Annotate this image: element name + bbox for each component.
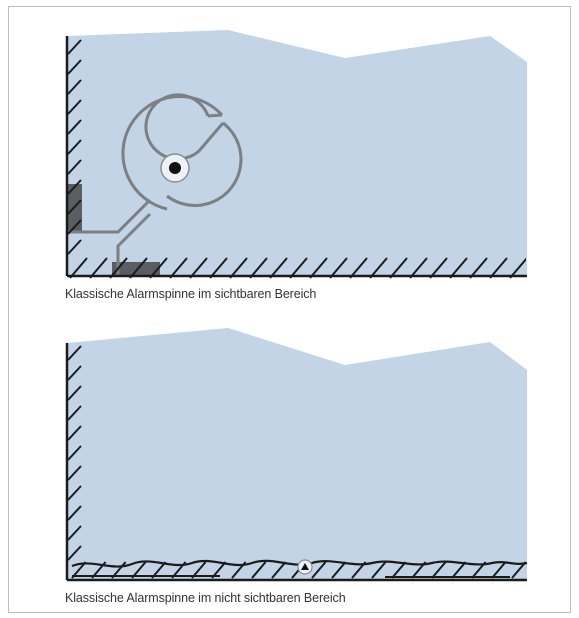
hatch-stroke — [67, 465, 82, 481]
wall-surface — [67, 328, 527, 580]
shadow-block-bottom — [112, 262, 160, 276]
sensor-core — [169, 162, 181, 174]
hatch-stroke — [431, 561, 447, 579]
caption-hidden: Klassische Alarmspinne im nicht sichtbar… — [65, 591, 346, 605]
hatch-stroke — [67, 365, 82, 381]
hatch-stroke — [69, 257, 88, 279]
hatch-stroke — [269, 257, 288, 279]
hatch-stroke — [67, 159, 82, 175]
shadow-block-left — [68, 184, 82, 232]
hatch-stroke — [289, 257, 308, 279]
left-wall-hatch — [67, 345, 82, 561]
left-wall-hatch — [67, 39, 82, 255]
hatch-stroke — [389, 257, 408, 279]
hatch-stroke — [67, 485, 82, 501]
hatch-stroke — [67, 239, 82, 255]
hatch-stroke — [67, 179, 82, 195]
hatch-stroke — [149, 257, 168, 279]
hatch-stroke — [229, 257, 248, 279]
hatch-stroke — [371, 561, 387, 579]
hatch-stroke — [451, 561, 467, 579]
hatch-stroke — [331, 561, 347, 579]
hatch-stroke — [509, 257, 526, 279]
hatch-stroke — [67, 59, 82, 75]
hatch-stroke — [311, 561, 327, 579]
hatch-stroke — [67, 425, 82, 441]
hatch-stroke — [409, 257, 428, 279]
hatch-stroke — [67, 199, 82, 215]
hatch-stroke — [209, 257, 228, 279]
hatch-stroke — [129, 257, 148, 279]
hatch-stroke — [169, 257, 188, 279]
hatch-stroke — [67, 505, 82, 521]
hatch-stroke — [67, 139, 82, 155]
hatch-stroke — [67, 99, 82, 115]
hatch-stroke — [67, 405, 82, 421]
hatch-stroke — [449, 257, 468, 279]
hatch-stroke — [369, 257, 388, 279]
hatch-stroke — [469, 257, 488, 279]
wall-surface — [67, 30, 527, 276]
alarm-spider — [68, 93, 243, 276]
hatch-stroke — [67, 525, 82, 541]
hatch-stroke — [89, 257, 108, 279]
hatch-stroke — [67, 445, 82, 461]
diagram-visible — [65, 30, 527, 279]
floor-hatch — [69, 257, 526, 279]
hatch-stroke — [67, 119, 82, 135]
hatch-stroke — [329, 257, 348, 279]
hatch-stroke — [67, 385, 82, 401]
hatch-stroke — [349, 257, 368, 279]
hatch-stroke — [67, 345, 82, 361]
hatch-stroke — [249, 257, 268, 279]
hatch-stroke — [491, 561, 507, 579]
hatch-stroke — [67, 545, 82, 561]
hatch-stroke — [67, 39, 82, 55]
hatch-stroke — [67, 79, 82, 95]
hatch-stroke — [489, 257, 508, 279]
hatch-stroke — [429, 257, 448, 279]
hatch-stroke — [251, 561, 267, 579]
hatch-stroke — [67, 219, 82, 235]
hatch-stroke — [309, 257, 328, 279]
hatch-stroke — [109, 257, 128, 279]
hatch-stroke — [391, 561, 407, 579]
hidden-sensor-mark — [301, 563, 309, 570]
hatch-stroke — [271, 561, 287, 579]
hatch-stroke — [189, 257, 208, 279]
caption-visible: Klassische Alarmspinne im sichtbaren Ber… — [65, 287, 317, 301]
